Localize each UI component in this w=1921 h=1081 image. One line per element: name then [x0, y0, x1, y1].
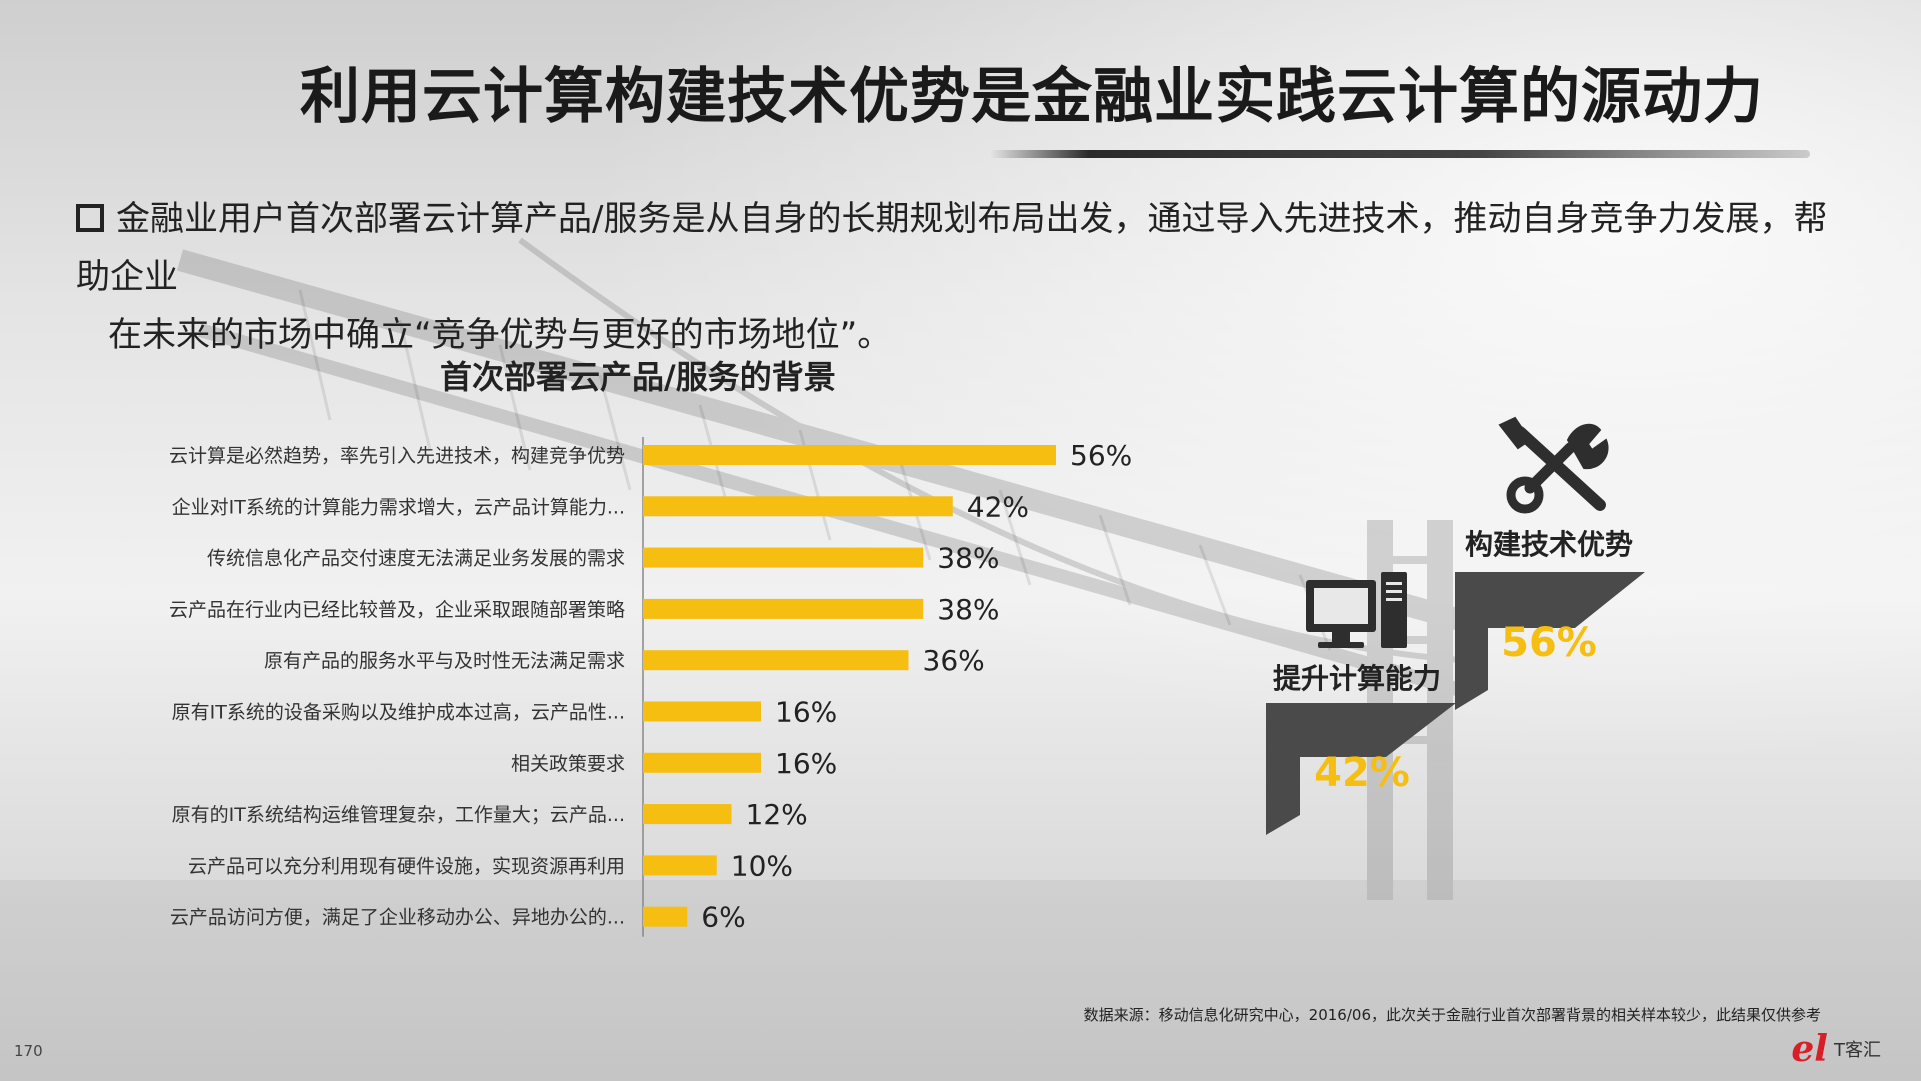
page-number: 170	[14, 1042, 43, 1060]
category-label: 云计算是必然趋势，率先引入先进技术，构建竞争优势	[169, 445, 625, 467]
page-title: 利用云计算构建技术优势是金融业实践云计算的源动力	[300, 62, 1764, 132]
logo-mark: el	[1791, 1028, 1828, 1070]
lower-step-value: 42%	[1314, 750, 1410, 796]
upper-step-label: 构建技术优势	[1465, 528, 1633, 561]
bar	[643, 650, 909, 671]
bar-value-label: 42%	[967, 490, 1029, 523]
intro-paragraph: 金融业用户首次部署云计算产品/服务是从自身的长期规划布局出发，通过导入先进技术，…	[76, 190, 1836, 364]
bar-value-label: 38%	[937, 542, 999, 575]
wrench-screwdriver-icon	[1498, 416, 1609, 514]
category-label: 企业对IT系统的计算能力需求增大，云产品计算能力...	[172, 496, 625, 518]
checkbox-bullet-icon	[76, 203, 104, 232]
logo-text: T客汇	[1834, 1040, 1881, 1061]
category-label: 云产品在行业内已经比较普及，企业采取跟随部署策略	[169, 599, 625, 621]
category-label: 原有IT系统的设备采购以及维护成本过高，云产品性...	[172, 702, 625, 724]
bar	[643, 496, 953, 517]
bar-value-label: 6%	[701, 901, 745, 934]
bar	[643, 547, 924, 568]
category-label: 原有产品的服务水平与及时性无法满足需求	[264, 650, 625, 672]
brand-logo: el T客汇	[1791, 1028, 1881, 1070]
bar	[643, 855, 717, 876]
lower-step-shape	[1266, 703, 1456, 835]
bar	[643, 804, 732, 825]
intro-line-2: 在未来的市场中确立“竞争优势与更好的市场地位”。	[108, 315, 892, 355]
upper-step-value: 56%	[1501, 620, 1597, 666]
intro-text-1: 金融业用户首次部署云计算产品/服务是从自身的长期规划布局出发，通过导入先进技术，…	[76, 199, 1828, 297]
category-label: 传统信息化产品交付速度无法满足业务发展的需求	[207, 548, 625, 570]
category-label: 云产品可以充分利用现有硬件设施，实现资源再利用	[188, 855, 625, 877]
bar-value-label: 56%	[1070, 439, 1132, 472]
data-source-note: 数据来源：移动信息化研究中心，2016/06，此次关于金融行业首次部署背景的相关…	[1083, 1006, 1821, 1024]
upper-step-shape	[1455, 572, 1645, 710]
lower-step-label: 提升计算能力	[1273, 662, 1441, 695]
bar-value-label: 36%	[923, 644, 985, 677]
category-label: 原有的IT系统结构运维管理复杂，工作量大；云产品...	[172, 804, 625, 826]
bar	[643, 752, 761, 773]
bar-value-label: 38%	[937, 593, 999, 626]
intro-line-1: 金融业用户首次部署云计算产品/服务是从自身的长期规划布局出发，通过导入先进技术，…	[76, 190, 1836, 306]
bar-value-label: 16%	[775, 747, 837, 780]
chart-title: 首次部署云产品/服务的背景	[440, 358, 836, 396]
title-underline	[990, 150, 1810, 158]
bar	[643, 445, 1056, 465]
computer-icon	[1306, 572, 1407, 648]
bar-value-label: 12%	[746, 798, 808, 831]
bar	[643, 701, 761, 722]
bar-value-label: 16%	[775, 696, 837, 729]
category-label: 相关政策要求	[511, 753, 625, 775]
bar-value-label: 10%	[731, 849, 793, 882]
bar	[643, 906, 688, 927]
category-label: 云产品访问方便，满足了企业移动办公、异地办公的...	[170, 907, 625, 929]
bar	[643, 598, 924, 619]
